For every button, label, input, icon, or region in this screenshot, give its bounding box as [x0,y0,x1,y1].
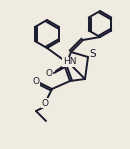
Text: HN: HN [63,58,77,66]
Text: S: S [90,49,96,59]
Text: O: O [46,69,53,77]
Text: O: O [32,77,40,87]
Text: O: O [41,98,48,107]
